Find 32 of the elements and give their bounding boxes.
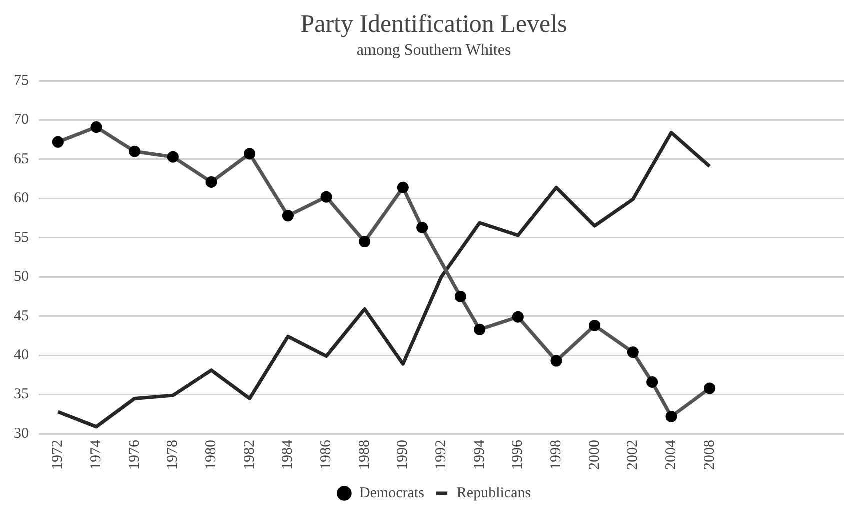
x-tick-label: 1990 (395, 440, 412, 470)
x-tick-label: 1996 (510, 440, 526, 470)
legend-label: Republicans (456, 485, 532, 502)
chart-subtitle: among Southern Whites (356, 41, 512, 61)
chart-title: Party Identification Levels (300, 10, 568, 40)
y-tick-label: 35 (14, 386, 29, 403)
y-tick-label: 45 (14, 308, 29, 324)
x-tick-label: 1974 (88, 440, 104, 470)
x-tick-label: 1986 (318, 440, 334, 470)
legend-label: Democrats (359, 485, 425, 502)
y-tick-label: 70 (14, 112, 29, 128)
y-tick-label: 40 (14, 347, 29, 364)
x-tick-label: 1998 (548, 440, 564, 470)
y-tick-label: 30 (14, 426, 29, 442)
x-tick-label: 1994 (472, 440, 488, 470)
x-tick-label: 2008 (702, 440, 718, 470)
x-tick-label: 1984 (280, 440, 296, 470)
x-tick-label: 1988 (356, 440, 373, 470)
x-tick-label: 1992 (433, 440, 450, 470)
x-tick-label: 2004 (663, 440, 680, 470)
y-tick-label: 50 (14, 269, 29, 286)
x-tick-label: 1978 (165, 440, 182, 470)
y-tick-label: 75 (14, 72, 29, 89)
x-tick-label: 1972 (50, 440, 66, 470)
y-tick-label: 60 (14, 190, 29, 207)
x-tick-label: 2000 (586, 440, 603, 470)
x-tick-label: 1980 (203, 440, 220, 470)
x-tick-label: 1976 (126, 440, 143, 470)
x-tick-label: 1982 (242, 440, 258, 470)
x-tick-label: 2002 (625, 440, 642, 470)
y-tick-label: 65 (14, 151, 29, 168)
y-tick-label: 55 (14, 230, 29, 246)
